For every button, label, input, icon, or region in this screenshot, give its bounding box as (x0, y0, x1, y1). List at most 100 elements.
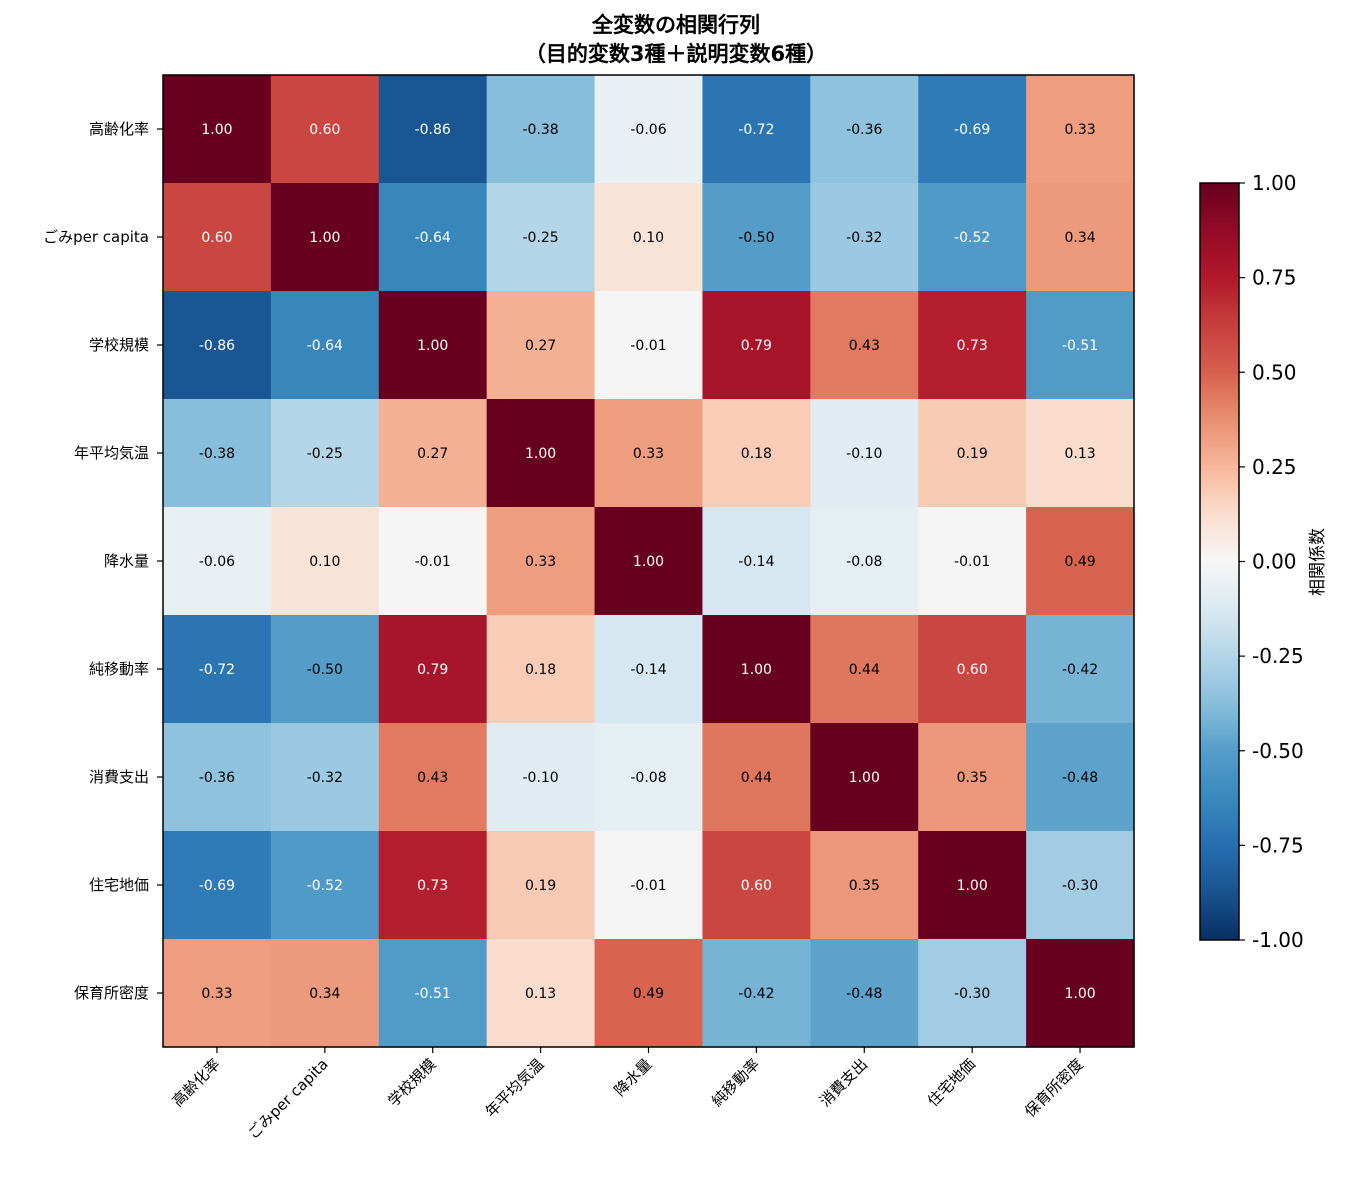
cell-value-label: 0.79 (417, 662, 448, 678)
heatmap-cell (270, 831, 380, 940)
heatmap-cell (163, 75, 272, 184)
cell-value-label: -0.52 (307, 878, 343, 894)
cell-value-label: 0.60 (309, 122, 340, 138)
y-tick-label: 学校規模 (89, 336, 149, 354)
cell-value-label: 0.18 (741, 446, 772, 462)
heatmap-cell (810, 939, 919, 1048)
heatmap-cell (702, 831, 811, 940)
cell-value-label: -0.36 (199, 770, 235, 786)
colorbar-tick-label: 0.75 (1252, 266, 1297, 290)
cell-value-label: -0.14 (630, 662, 666, 678)
cell-value-label: -0.42 (1062, 662, 1098, 678)
heatmap-cell (918, 507, 1027, 616)
cell-value-label: -0.14 (738, 554, 774, 570)
heatmap-cell (810, 831, 919, 940)
heatmap-cell (810, 399, 919, 508)
cell-value-label: 0.13 (525, 986, 556, 1002)
cell-value-label: -0.51 (1062, 338, 1098, 354)
heatmap-cell (270, 507, 380, 616)
heatmap-cell (1026, 615, 1135, 724)
heatmap-cell (163, 399, 272, 508)
x-tick-label: 純移動率 (708, 1055, 763, 1110)
cell-value-label: -0.06 (630, 122, 666, 138)
y-tick-label: 消費支出 (89, 768, 149, 786)
cell-value-label: -0.50 (738, 230, 774, 246)
x-tick-label: 学校規模 (384, 1055, 439, 1110)
heatmap-cell (486, 615, 596, 724)
x-tick-label: 住宅地価 (924, 1055, 979, 1110)
colorbar-tick-label: 0.50 (1252, 360, 1297, 384)
heatmap-cell (810, 723, 919, 832)
heatmap-cell (1026, 183, 1135, 292)
cell-value-label: 0.10 (633, 230, 664, 246)
cell-value-label: 0.60 (201, 230, 232, 246)
heatmap-cell (378, 183, 488, 292)
heatmap-cell (486, 183, 596, 292)
cell-value-label: 0.49 (1064, 554, 1095, 570)
heatmap-cell (810, 291, 919, 400)
y-tick-label: 年平均気温 (74, 444, 149, 462)
cell-value-label: 1.00 (1064, 986, 1095, 1002)
heatmap-cell (594, 399, 704, 508)
heatmap-cell (1026, 831, 1135, 940)
heatmap-cell (702, 939, 811, 1048)
cell-value-label: 0.33 (1064, 122, 1095, 138)
cell-value-label: -0.01 (630, 338, 666, 354)
heatmap-cell (486, 399, 596, 508)
heatmap-cell (378, 507, 488, 616)
heatmap-cell (163, 291, 272, 400)
heatmap-cell (486, 291, 596, 400)
heatmap-cell (378, 615, 488, 724)
heatmap-cells: 1.00 0.60 -0.86 -0.38 -0.06 -0.72 -0.36 -0.69 0.… (163, 75, 1135, 1048)
y-tick-label: 降水量 (104, 552, 149, 570)
y-tick-label: ごみper capita (43, 228, 149, 246)
cell-value-label: 0.13 (1064, 446, 1095, 462)
heatmap-cell (270, 183, 380, 292)
heatmap-cell (594, 831, 704, 940)
cell-value-label: 0.44 (741, 770, 772, 786)
x-tick-label: 保育所密度 (1021, 1055, 1087, 1121)
colorbar: 1.00 0.75 0.50 0.25 0.00 -0.25 -0.50 -0.75 -1.00… (1199, 171, 1328, 952)
heatmap-cell (378, 939, 488, 1048)
cell-value-label: -0.64 (415, 230, 451, 246)
heatmap-cell (918, 75, 1027, 184)
cell-value-label: -0.72 (199, 662, 235, 678)
heatmap-cell (1026, 291, 1135, 400)
colorbar-tick-label: 0.00 (1252, 550, 1297, 574)
cell-value-label: -0.48 (846, 986, 882, 1002)
heatmap-cell (702, 615, 811, 724)
heatmap-cell (1026, 75, 1135, 184)
cell-value-label: -0.86 (199, 338, 235, 354)
heatmap-cell (270, 75, 380, 184)
heatmap-cell (163, 723, 272, 832)
heatmap-cell (270, 291, 380, 400)
colorbar-title: 相関係数 (1308, 528, 1328, 596)
x-tick-label: 高齢化率 (169, 1055, 224, 1110)
cell-value-label: 0.73 (417, 878, 448, 894)
cell-value-label: -0.30 (1062, 878, 1098, 894)
heatmap-cell (1026, 399, 1135, 508)
cell-value-label: -0.38 (199, 446, 235, 462)
heatmap-cell (270, 399, 380, 508)
heatmap-cell (594, 75, 704, 184)
cell-value-label: 1.00 (417, 338, 448, 354)
cell-value-label: -0.10 (522, 770, 558, 786)
cell-value-label: 0.19 (525, 878, 556, 894)
heatmap-cell (1026, 507, 1135, 616)
cell-value-label: -0.51 (415, 986, 451, 1002)
heatmap-cell (918, 615, 1027, 724)
heatmap-cell (702, 507, 811, 616)
heatmap-cell (918, 939, 1027, 1048)
heatmap-cell (270, 723, 380, 832)
colorbar-tick-label: -0.75 (1252, 833, 1304, 857)
cell-value-label: 0.79 (741, 338, 772, 354)
cell-value-label: 0.10 (309, 554, 340, 570)
heatmap-cell (163, 507, 272, 616)
heatmap-cell (163, 615, 272, 724)
x-axis: 高齢化率 ごみper capita 学校規模 年平均気温 降水量 純移動率 消費支出 住宅地価… (169, 1047, 1087, 1143)
heatmap-cell (810, 183, 919, 292)
heatmap-cell (594, 183, 704, 292)
heatmap-cell (594, 291, 704, 400)
cell-value-label: 0.33 (201, 986, 232, 1002)
